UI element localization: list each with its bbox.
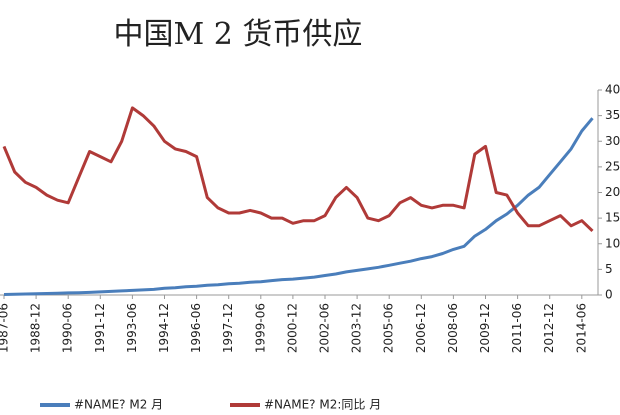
y-tick-label: 10: [605, 236, 620, 250]
x-tick-label: 2006-12: [414, 303, 428, 353]
series-line: [3, 117, 594, 296]
y-tick-label: 25: [605, 159, 620, 173]
y-tick-label: 40: [605, 83, 620, 97]
x-tick-label: 1993-06: [125, 303, 139, 353]
x-tick-label: 1990-06: [61, 303, 75, 353]
x-tick-label: 2005-06: [382, 303, 396, 353]
x-tick-label: 1999-06: [253, 303, 267, 353]
y-tick-label: 35: [605, 108, 620, 122]
x-tick-label: 1987-06: [0, 303, 11, 353]
x-tick-label: 2012-12: [542, 303, 556, 353]
y-tick-label: 15: [605, 211, 620, 225]
x-tick-label: 1988-12: [29, 303, 43, 353]
x-tick-label: 1997-12: [221, 303, 235, 353]
legend-label: #NAME? M2 月: [74, 398, 163, 412]
y-tick-label: 5: [605, 262, 613, 276]
series-line: [2, 106, 594, 232]
x-tick-label: 1994-12: [157, 303, 171, 353]
x-tick-label: 2003-12: [350, 303, 364, 353]
x-tick-label: 2008-06: [446, 303, 460, 353]
legend-label: #NAME? M2:同比 月: [264, 398, 381, 412]
x-tick-label: 2009-12: [478, 303, 492, 353]
x-tick-label: 1996-06: [189, 303, 203, 353]
y-tick-label: 20: [605, 185, 620, 199]
x-tick-label: 2011-06: [510, 303, 524, 353]
y-tick-label: 30: [605, 134, 620, 148]
chart-title: 中国M 2 货币供应: [114, 17, 363, 52]
x-tick-label: 2002-06: [318, 303, 332, 353]
x-tick-label: 2000-12: [285, 303, 299, 353]
y-tick-label: 0: [605, 288, 613, 302]
x-tick-label: 1991-12: [93, 303, 107, 353]
x-tick-label: 2014-06: [574, 303, 588, 353]
